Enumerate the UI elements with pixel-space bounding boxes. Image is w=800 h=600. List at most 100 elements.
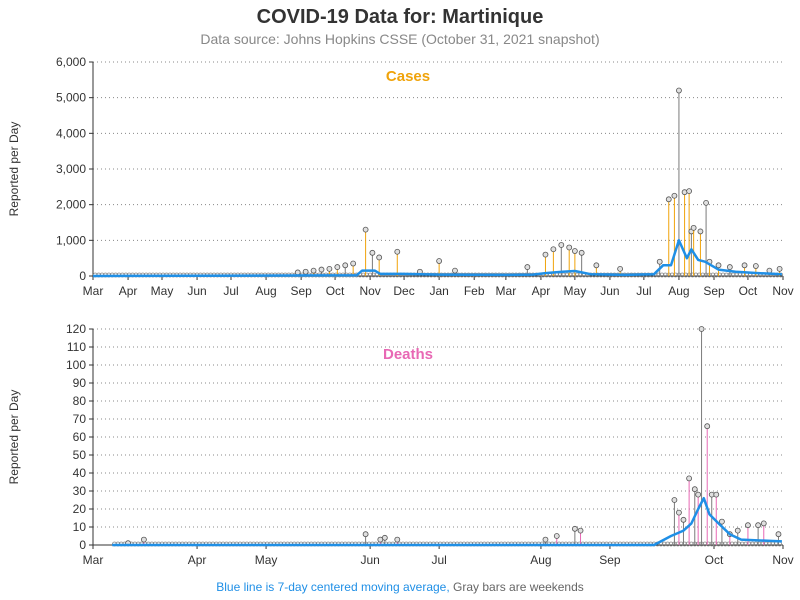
x-tick-label: Mar [83,553,104,567]
baseline-point [756,541,762,547]
daily-point [553,533,560,539]
daily-point [558,242,565,248]
x-tick-label: Aug [255,284,276,298]
baseline-point [760,541,766,547]
daily-point [394,248,401,255]
daily-point [775,531,782,538]
baseline-point [665,541,671,547]
y-tick-label: 2,000 [56,198,86,212]
baseline-point [683,272,689,278]
y-tick-label: 1,000 [56,233,86,247]
daily-point [318,266,325,273]
x-tick-label: Oct [705,553,724,567]
daily-point [381,534,388,541]
footnote-weekends: Gray bars are weekends [453,580,584,594]
baseline-point [364,272,370,278]
daily-point [524,264,531,270]
daily-point [671,192,678,199]
daily-point [656,258,663,265]
baseline-point [662,272,668,278]
x-tick-label: Nov [359,284,380,298]
daily-point [542,251,549,258]
daily-point [578,249,585,256]
daily-point [617,265,624,272]
x-tick-label: Sep [703,284,725,298]
x-tick-label: Mar [496,284,517,298]
y-tick-label: 4,000 [56,126,86,140]
daily-point [676,509,682,516]
daily-point [745,522,751,529]
x-tick-label: Feb [464,284,485,298]
x-tick-label: Nov [772,553,793,567]
daily-point [755,522,762,529]
y-tick-label: 3,000 [56,162,86,176]
y-axis-label: Reported per Day [7,390,21,485]
x-tick-label: Sep [290,284,312,298]
baseline-point [710,272,716,278]
y-tick-label: 5,000 [56,91,86,105]
daily-point [741,262,748,269]
daily-point [436,258,443,264]
baseline-point [717,272,723,278]
y-tick-label: 60 [73,430,87,444]
baseline-point [567,272,573,278]
x-tick-label: Jul [636,284,651,298]
daily-point [302,268,309,275]
daily-point [680,516,687,523]
daily-point [376,254,383,261]
daily-point [326,265,333,272]
daily-point [698,326,705,332]
y-tick-label: 110 [67,340,86,354]
daily-point [715,262,722,269]
x-tick-label: Mar [83,284,104,298]
baseline-point [705,541,711,547]
daily-point [571,248,578,254]
daily-point [671,497,678,503]
daily-point [752,263,759,269]
baseline-point [739,541,745,547]
x-tick-label: May [255,553,278,567]
y-tick-label: 100 [66,358,86,372]
baseline-point [720,272,726,278]
baseline-point [675,541,681,547]
daily-point [550,246,557,253]
daily-point [362,226,369,233]
y-tick-label: 80 [73,394,87,408]
baseline-point [712,541,718,547]
footnote-average: Blue line is 7-day centered moving avera… [216,580,450,594]
daily-point [719,518,725,525]
daily-point [690,224,697,231]
y-tick-label: 40 [73,466,87,480]
x-tick-label: Apr [532,284,551,298]
daily-point [342,262,349,269]
baseline-point [661,541,667,547]
y-tick-label: 0 [79,269,86,283]
baseline-point [730,272,736,278]
daily-point [760,520,767,527]
x-tick-label: May [564,284,587,298]
daily-point [362,531,369,538]
x-tick-label: Sep [599,553,621,567]
footnote: Blue line is 7-day centered moving avera… [0,580,800,594]
y-tick-label: 70 [73,412,87,426]
daily-point [704,423,711,430]
average-line [112,496,782,547]
panel-label: Deaths [383,346,433,363]
daily-point [334,264,341,270]
daily-point [691,486,698,493]
baseline-point [722,541,728,547]
x-tick-label: Oct [326,284,345,298]
x-tick-label: Apr [188,553,207,567]
daily-point [676,87,682,94]
daily-point [542,536,549,543]
baseline-point [371,272,376,278]
baseline-point [668,541,674,547]
daily-point [452,267,458,274]
chart-panel-deaths: 0 10 20 30 40 50 60 70 80 90 100 110 120 Mar Apr May Jun… [7,322,794,567]
y-tick-label: 120 [66,322,86,336]
y-tick-label: 30 [73,484,87,498]
baseline-point [571,272,577,278]
daily-point [686,188,693,195]
y-tick-label: 6,000 [56,55,86,69]
daily-point [566,244,573,251]
